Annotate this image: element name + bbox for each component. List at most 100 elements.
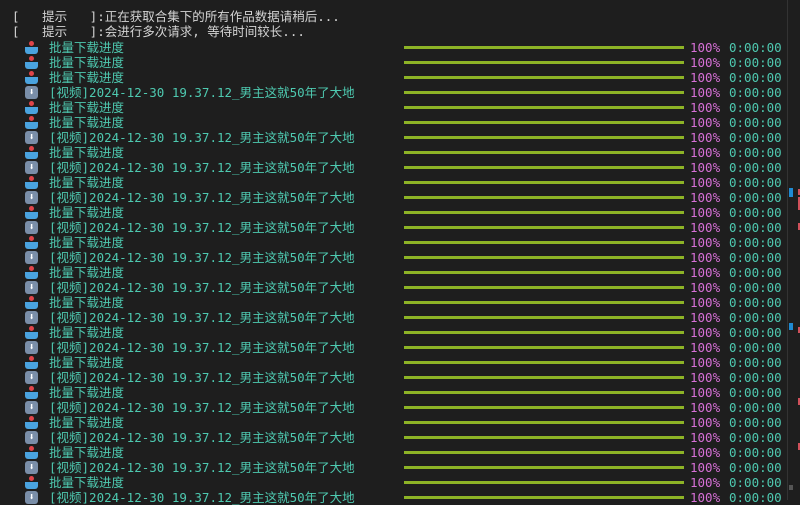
- progress-row: 批量下载进度 100% 0:00:00: [0, 475, 786, 490]
- ruler-marker: [798, 398, 800, 405]
- down-arrow-icon: ⬇: [25, 131, 38, 144]
- hint-line-2: [ 提示 ]:会进行多次请求, 等待时间较长...: [12, 24, 305, 39]
- time-remaining: 0:00:00: [729, 220, 782, 235]
- task-label: [视频]2024-12-30 19.37.12_男主这就50年了大地: [49, 160, 355, 175]
- progress-bar: [404, 481, 684, 484]
- down-arrow-icon: ⬇: [25, 401, 38, 414]
- progress-row: 批量下载进度 100% 0:00:00: [0, 175, 786, 190]
- time-remaining: 0:00:00: [729, 385, 782, 400]
- progress-row: 批量下载进度 100% 0:00:00: [0, 40, 786, 55]
- time-remaining: 0:00:00: [729, 100, 782, 115]
- progress-fill: [404, 241, 684, 244]
- time-remaining: 0:00:00: [729, 340, 782, 355]
- progress-row: 批量下载进度 100% 0:00:00: [0, 100, 786, 115]
- hint-tag: [ 提示 ]: [12, 9, 98, 24]
- progress-fill: [404, 481, 684, 484]
- percent-text: 100%: [690, 370, 721, 385]
- progress-row: ⬇ [视频]2024-12-30 19.37.12_男主这就50年了大地 100% 0…: [0, 340, 786, 355]
- time-remaining: 0:00:00: [729, 205, 782, 220]
- percent-text: 100%: [690, 100, 721, 115]
- progress-bar: [404, 331, 684, 334]
- time-remaining: 0:00:00: [729, 280, 782, 295]
- progress-bar: [404, 466, 684, 469]
- hint-tag: [ 提示 ]: [12, 24, 98, 39]
- progress-row: ⬇ [视频]2024-12-30 19.37.12_男主这就50年了大地 100% 0…: [0, 220, 786, 235]
- down-arrow-icon: ⬇: [25, 161, 38, 174]
- progress-bar: [404, 136, 684, 139]
- time-remaining: 0:00:00: [729, 325, 782, 340]
- time-remaining: 0:00:00: [729, 85, 782, 100]
- inbox-tray-icon: [25, 476, 38, 489]
- down-arrow-icon: ⬇: [25, 86, 38, 99]
- task-label: 批量下载进度: [49, 70, 125, 85]
- progress-bar: [404, 256, 684, 259]
- time-remaining: 0:00:00: [729, 310, 782, 325]
- percent-text: 100%: [690, 340, 721, 355]
- task-label: [视频]2024-12-30 19.37.12_男主这就50年了大地: [49, 250, 355, 265]
- progress-fill: [404, 211, 684, 214]
- down-arrow-icon: ⬇: [25, 461, 38, 474]
- progress-fill: [404, 421, 684, 424]
- percent-text: 100%: [690, 85, 721, 100]
- task-label: [视频]2024-12-30 19.37.12_男主这就50年了大地: [49, 400, 355, 415]
- inbox-tray-icon: [25, 326, 38, 339]
- hint-text: :会进行多次请求, 等待时间较长...: [97, 24, 305, 39]
- time-remaining: 0:00:00: [729, 130, 782, 145]
- time-remaining: 0:00:00: [729, 175, 782, 190]
- time-remaining: 0:00:00: [729, 250, 782, 265]
- task-label: [视频]2024-12-30 19.37.12_男主这就50年了大地: [49, 190, 355, 205]
- inbox-tray-icon: [25, 71, 38, 84]
- task-label: 批量下载进度: [49, 295, 125, 310]
- progress-fill: [404, 496, 684, 499]
- down-arrow-icon: ⬇: [25, 431, 38, 444]
- progress-bar: [404, 226, 684, 229]
- progress-bar: [404, 61, 684, 64]
- task-label: 批量下载进度: [49, 100, 125, 115]
- progress-bar: [404, 496, 684, 499]
- progress-fill: [404, 196, 684, 199]
- percent-text: 100%: [690, 325, 721, 340]
- time-remaining: 0:00:00: [729, 235, 782, 250]
- down-arrow-icon: ⬇: [25, 221, 38, 234]
- task-label: 批量下载进度: [49, 205, 125, 220]
- progress-bar: [404, 241, 684, 244]
- inbox-tray-icon: [25, 296, 38, 309]
- progress-fill: [404, 76, 684, 79]
- task-label: [视频]2024-12-30 19.37.12_男主这就50年了大地: [49, 310, 355, 325]
- progress-fill: [404, 121, 684, 124]
- ruler-marker: [789, 188, 793, 197]
- percent-text: 100%: [690, 40, 721, 55]
- progress-fill: [404, 331, 684, 334]
- progress-bar: [404, 106, 684, 109]
- scrollbar-thumb[interactable]: [789, 485, 793, 490]
- progress-row: 批量下载进度 100% 0:00:00: [0, 70, 786, 85]
- progress-bar: [404, 391, 684, 394]
- progress-bar: [404, 211, 684, 214]
- task-label: [视频]2024-12-30 19.37.12_男主这就50年了大地: [49, 370, 355, 385]
- progress-bar: [404, 166, 684, 169]
- progress-row: 批量下载进度 100% 0:00:00: [0, 295, 786, 310]
- percent-text: 100%: [690, 430, 721, 445]
- task-label: 批量下载进度: [49, 235, 125, 250]
- percent-text: 100%: [690, 445, 721, 460]
- overview-ruler[interactable]: [787, 0, 788, 500]
- ruler-marker: [798, 189, 800, 195]
- progress-bar: [404, 196, 684, 199]
- progress-row: 批量下载进度 100% 0:00:00: [0, 355, 786, 370]
- progress-row: ⬇ [视频]2024-12-30 19.37.12_男主这就50年了大地 100% 0…: [0, 280, 786, 295]
- progress-fill: [404, 46, 684, 49]
- progress-fill: [404, 271, 684, 274]
- percent-text: 100%: [690, 385, 721, 400]
- progress-fill: [404, 136, 684, 139]
- down-arrow-icon: ⬇: [25, 281, 38, 294]
- progress-row: 批量下载进度 100% 0:00:00: [0, 55, 786, 70]
- inbox-tray-icon: [25, 56, 38, 69]
- time-remaining: 0:00:00: [729, 370, 782, 385]
- progress-fill: [404, 106, 684, 109]
- inbox-tray-icon: [25, 236, 38, 249]
- task-label: [视频]2024-12-30 19.37.12_男主这就50年了大地: [49, 430, 355, 445]
- percent-text: 100%: [690, 115, 721, 130]
- time-remaining: 0:00:00: [729, 160, 782, 175]
- down-arrow-icon: ⬇: [25, 311, 38, 324]
- progress-row: ⬇ [视频]2024-12-30 19.37.12_男主这就50年了大地 100% 0…: [0, 160, 786, 175]
